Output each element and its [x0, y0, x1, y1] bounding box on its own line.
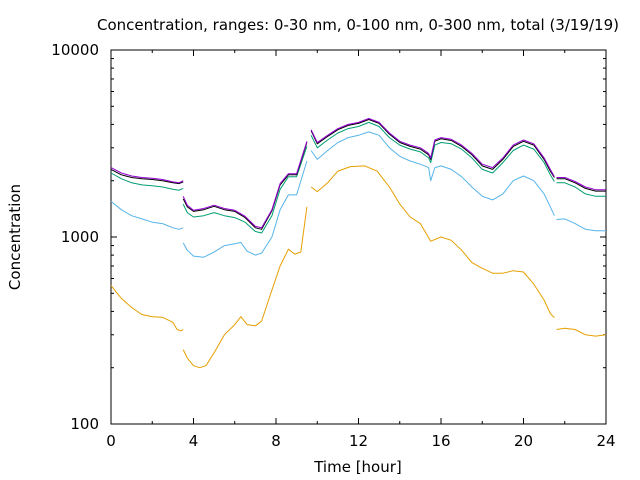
- x-tick-label: 20: [514, 432, 533, 450]
- y-tick-label: 10000: [51, 41, 99, 59]
- x-tick-label: 24: [596, 432, 615, 450]
- series-3-line: [556, 178, 606, 192]
- series-0-line: [110, 285, 184, 332]
- series-4-line: [556, 177, 606, 191]
- chart-title: Concentration, ranges: 0-30 nm, 0-100 nm…: [97, 16, 619, 34]
- series-3-line: [182, 142, 308, 230]
- series-2-line: [556, 182, 606, 197]
- axis-ticks: 0 4 8 12 16 20 24 100 1000 10000: [51, 41, 615, 450]
- series-2-line: [110, 172, 184, 191]
- series-2-line: [182, 146, 308, 234]
- series-4-line: [310, 118, 555, 177]
- series-2-line: [310, 121, 555, 182]
- series-1-line: [310, 131, 555, 216]
- series-4-line: [110, 167, 184, 184]
- x-tick-label: 16: [431, 432, 450, 450]
- plot-frame: [110, 49, 607, 425]
- series-0-line: [556, 327, 607, 337]
- y-tick-label: 100: [70, 415, 99, 433]
- series-4-line: [182, 141, 308, 229]
- series-3-line: [110, 168, 184, 185]
- x-tick-label: 8: [271, 432, 281, 450]
- series-layer: [110, 118, 607, 369]
- x-tick-label: 12: [349, 432, 368, 450]
- series-1-line: [110, 201, 184, 230]
- series-0-line: [182, 206, 308, 369]
- x-tick-label: 0: [106, 432, 116, 450]
- series-1-line: [182, 160, 308, 258]
- y-axis-label: Concentration: [6, 184, 24, 290]
- x-axis-label: Time [hour]: [313, 458, 402, 476]
- y-tick-label: 1000: [61, 228, 99, 246]
- series-1-line: [556, 218, 606, 232]
- series-0-line: [310, 165, 555, 319]
- x-tick-label: 4: [189, 432, 199, 450]
